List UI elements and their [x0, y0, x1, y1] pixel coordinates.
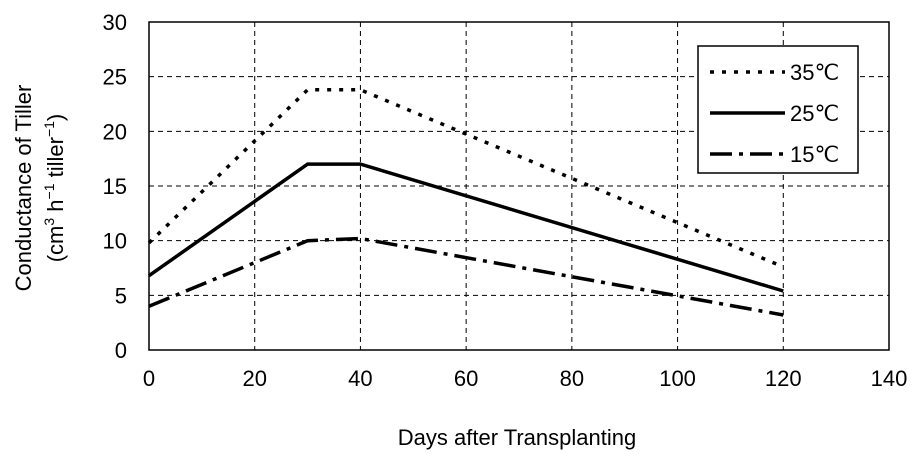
x-tick-labels: 0 20 40 60 80 100 120 140 [143, 366, 907, 391]
series-line-0 [147, 88, 784, 269]
x-tick-label: 40 [348, 366, 372, 391]
y-tick-label: 30 [103, 10, 127, 35]
y-axis-label-part3: tiller [43, 137, 68, 183]
y-axis-label-sup1: 3 [41, 218, 57, 226]
series-line-2 [148, 236, 784, 317]
legend: 35℃ 25℃ 15℃ [697, 45, 859, 174]
y-tick-label: 20 [103, 119, 127, 144]
y-axis-label-sup2: −1 [41, 183, 57, 199]
x-tick-label: 120 [765, 366, 802, 391]
y-axis-label-part1: (cm [43, 226, 68, 263]
y-axis-label-line2: (cm3 h−1 tiller−1) [41, 114, 68, 263]
y-axis-label-part2: h [43, 199, 68, 217]
x-tick-label: 0 [143, 366, 155, 391]
y-axis-label-sup3: −1 [41, 121, 57, 137]
legend-label-25c: 25℃ [790, 101, 839, 126]
plot-area-frame [148, 21, 890, 351]
y-tick-label: 25 [103, 65, 127, 90]
x-tick-label: 20 [242, 366, 266, 391]
x-tick-label: 140 [871, 366, 908, 391]
x-tick-label: 100 [659, 366, 696, 391]
x-tick-label: 80 [560, 366, 584, 391]
y-tick-label: 15 [103, 174, 127, 199]
series-line-1 [147, 162, 784, 293]
y-tick-label: 5 [115, 283, 127, 308]
y-tick-labels: 0 5 10 15 20 25 30 [103, 10, 127, 363]
legend-box [697, 45, 859, 174]
y-axis-label-part4: ) [43, 114, 68, 121]
y-axis-label-line1: Conductance of Tiller [11, 85, 36, 292]
y-tick-label: 10 [103, 229, 127, 254]
x-tick-label: 60 [454, 366, 478, 391]
y-tick-label: 0 [115, 338, 127, 363]
legend-label-35c: 35℃ [790, 60, 839, 85]
x-axis-label: Days after Transplanting [398, 425, 636, 450]
series-layer [147, 88, 784, 317]
legend-label-15c: 15℃ [790, 142, 839, 167]
